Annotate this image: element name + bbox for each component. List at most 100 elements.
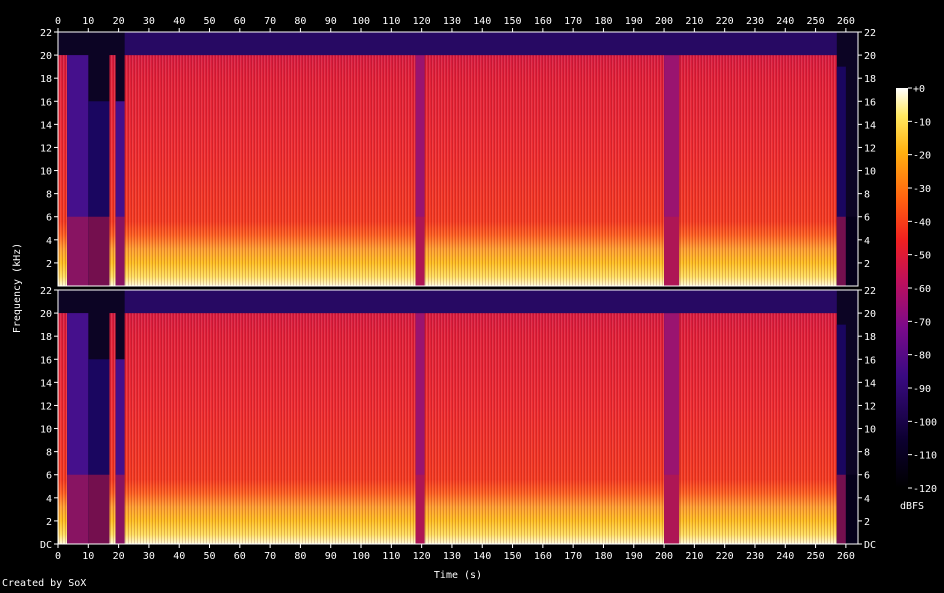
upper-noise-band [124, 290, 837, 314]
y-tick-label-left: 4 [46, 236, 52, 247]
plot-frame [57, 31, 859, 287]
segment-12 [845, 474, 858, 544]
y-tick-label-left: 8 [46, 190, 52, 201]
y-tick-label-right: 12 [864, 143, 876, 154]
x-tick-label-bottom: 130 [443, 551, 461, 562]
segment-texture-6 [124, 313, 416, 544]
y-tick-label-right: 22 [864, 286, 876, 297]
y-tick-label-left: 22 [40, 286, 52, 297]
segment-texture-4 [109, 55, 116, 286]
x-tick-label-bottom: 80 [294, 551, 306, 562]
y-tick-label-left: 20 [40, 51, 52, 62]
segment-low-band-5 [115, 216, 125, 286]
x-tick-label-top: 40 [173, 16, 185, 27]
y-tick-label-left: 4 [46, 494, 52, 505]
y-tick-label-left: 20 [40, 309, 52, 320]
segment-low-band-7 [415, 216, 425, 286]
x-tick-label-top: 140 [473, 16, 491, 27]
x-tick-label-bottom: 70 [264, 551, 276, 562]
x-tick-label-top: 50 [203, 16, 215, 27]
colorbar: +0 -10 -20 -30 -40 -50 -60 -70 -80 -90 -100 -110 -12… [896, 84, 937, 495]
x-tick-label-top: 10 [82, 16, 94, 27]
colorbar-tick-label: -100 [913, 417, 937, 428]
y-tick-label-left: 2 [46, 259, 52, 270]
x-tick-label-bottom: 120 [413, 551, 431, 562]
y-tick-label-right: 10 [864, 425, 876, 436]
x-tick-label-bottom: 170 [564, 551, 582, 562]
segment-texture-8 [424, 313, 665, 544]
colorbar-tick-label: -20 [913, 151, 931, 162]
x-tick-label-top: 160 [534, 16, 552, 27]
x-tick-label-top: 200 [655, 16, 673, 27]
y-tick-label-right: 16 [864, 97, 876, 108]
y-tick-label-right: 2 [864, 517, 870, 528]
x-tick-label-top: 210 [685, 16, 703, 27]
x-tick-label-bottom: 0 [55, 551, 61, 562]
y-tick-label-left: 12 [40, 401, 52, 412]
segment-low-band-9 [664, 216, 680, 286]
x-tick-label-bottom: 220 [716, 551, 734, 562]
segment-texture-8 [424, 55, 665, 286]
x-tick-label-top: 120 [413, 16, 431, 27]
segment-low-band-2 [67, 474, 89, 544]
x-tick-label-bottom: 160 [534, 551, 552, 562]
colorbar-tick-label: -10 [913, 117, 931, 128]
x-tick-label-top: 190 [625, 16, 643, 27]
segment-5 [115, 101, 125, 286]
y-tick-label-left: 16 [40, 355, 52, 366]
colorbar-tick-label: -110 [913, 451, 937, 462]
y-tick-label-left: 18 [40, 74, 52, 85]
y-tick-label-left: 12 [40, 143, 52, 154]
segment-low-band-9 [664, 474, 680, 544]
segment-low-band-3 [88, 474, 110, 544]
colorbar-tick-label: -60 [913, 284, 931, 295]
x-tick-label-bottom: 150 [504, 551, 522, 562]
y-tick-label-right: 4 [864, 494, 870, 505]
credit-text: Created by SoX [2, 578, 87, 589]
colorbar-tick-label: -40 [913, 217, 931, 228]
upper-noise-band [124, 32, 837, 56]
channel-bottom [57, 289, 859, 545]
y-tick-label-right: 4 [864, 236, 870, 247]
x-tick-label-top: 260 [837, 16, 855, 27]
x-tick-label-bottom: 50 [203, 551, 215, 562]
y-tick-label-left: 10 [40, 167, 52, 178]
y-tick-label-left: 2 [46, 517, 52, 528]
segment-7 [415, 313, 425, 544]
segment-low-band-3 [88, 216, 110, 286]
y-tick-label-left: 18 [40, 332, 52, 343]
y-tick-label-left: 22 [40, 28, 52, 39]
y-tick-label-right: 6 [864, 471, 870, 482]
y-tick-label-right: 8 [864, 190, 870, 201]
y-tick-label-right: 14 [864, 378, 876, 389]
segment-low-band-7 [415, 474, 425, 544]
segment-texture-6 [124, 55, 416, 286]
x-tick-label-bottom: 110 [382, 551, 400, 562]
colorbar-label: dBFS [900, 501, 924, 512]
x-tick-label-top: 240 [776, 16, 794, 27]
x-tick-label-bottom: 10 [82, 551, 94, 562]
x-tick-label-top: 230 [746, 16, 764, 27]
y-tick-label-right: 18 [864, 332, 876, 343]
x-tick-label-bottom: 190 [625, 551, 643, 562]
y-tick-label-right: DC [864, 540, 876, 551]
y-tick-label-left: 14 [40, 378, 52, 389]
y-tick-label-right: 6 [864, 213, 870, 224]
y-tick-label-right: 12 [864, 401, 876, 412]
y-tick-label-left: 16 [40, 97, 52, 108]
segment-5 [115, 359, 125, 544]
y-tick-label-right: 20 [864, 309, 876, 320]
colorbar-tick-label: -90 [913, 384, 931, 395]
x-tick-label-bottom: 140 [473, 551, 491, 562]
x-tick-label-bottom: 240 [776, 551, 794, 562]
y-tick-label-right: 10 [864, 167, 876, 178]
x-tick-label-bottom: 90 [325, 551, 337, 562]
segment-texture-1 [58, 313, 68, 544]
y-tick-label-left: 10 [40, 425, 52, 436]
segment-texture-10 [679, 55, 837, 286]
y-tick-label-left: 6 [46, 471, 52, 482]
x-tick-label-top: 20 [113, 16, 125, 27]
x-tick-label-bottom: 100 [352, 551, 370, 562]
segment-11 [836, 66, 846, 287]
